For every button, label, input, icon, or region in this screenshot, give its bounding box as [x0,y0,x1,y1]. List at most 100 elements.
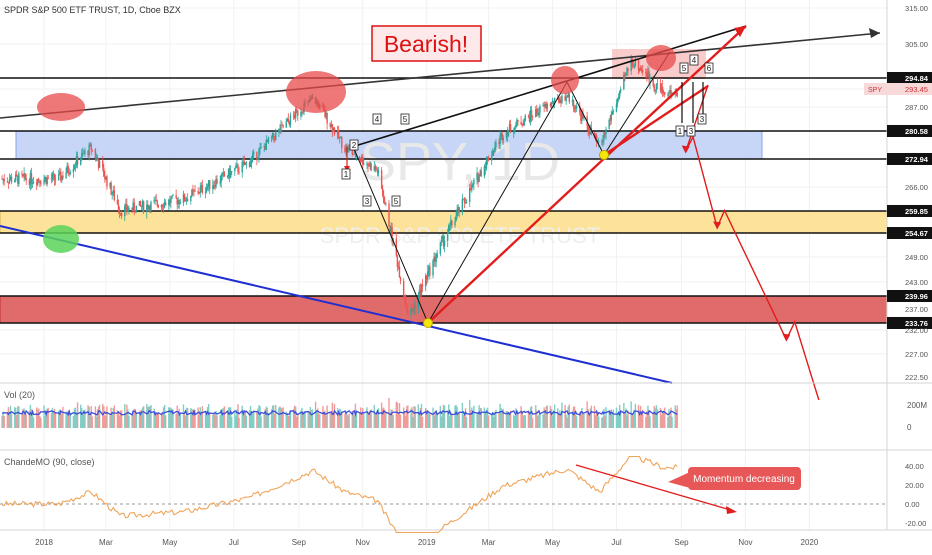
candle-body [223,172,226,177]
candle-body [110,182,112,195]
volume-bar [375,414,378,428]
volume-bar [221,409,223,428]
volume-bar [535,405,537,428]
volume-bar [339,408,341,428]
candle-body [142,201,145,212]
candle-body [125,203,127,207]
volume-bar [495,409,497,428]
volume-bar [494,411,496,428]
volume-bar [155,412,157,428]
candle-body [200,185,203,188]
volume-bar [265,406,268,428]
volume-bar [669,415,671,428]
candle-body [449,225,451,227]
volume-bar [112,408,114,428]
candle-body [615,103,618,112]
volume-bar [44,416,46,428]
candle-body [222,172,225,174]
volume-bar [530,406,533,428]
candle-body [637,60,640,71]
volume-bar [170,407,172,428]
volume-bar [602,416,604,428]
candle-body [433,256,435,261]
candle-body [267,137,270,143]
candle-body [248,162,251,167]
volume-bar [593,405,596,428]
volume-bar [102,403,104,428]
volume-bar [571,410,574,428]
cmo-tick-0: 40.00 [905,462,924,471]
candle-body [258,149,260,158]
volume-bar [303,411,305,428]
volume-bar [414,406,416,428]
volume-bar [154,411,156,428]
candle-body [87,150,89,156]
candle-body [407,310,409,315]
volume-bar [568,404,571,428]
volume-bar [608,411,610,428]
volume-bar [368,414,370,428]
candle-body [172,195,174,196]
volume-bar [89,415,91,428]
candle-body [500,133,502,136]
volume-bar [477,412,479,428]
candle-body [655,84,658,91]
volume-bar [649,416,651,428]
volume-bar [69,413,71,428]
candle-body [487,157,490,161]
candle-body [454,221,456,226]
last-price-text: 293.45 [905,85,928,94]
volume-bar [440,416,443,428]
candle-body [138,201,141,206]
candle-body [251,153,254,158]
candle-body [227,168,230,177]
volume-bar [441,411,444,428]
wave-label-5: 5 [403,115,408,124]
volume-bar [132,411,134,428]
volume-bar [176,405,178,428]
volume-bar [300,410,302,428]
wave-label-box-11 [704,62,714,74]
volume-bar [23,408,25,428]
volume-bar [551,415,554,428]
volume-bar [316,408,319,428]
candle-body [160,204,163,208]
candle-body [1,178,3,180]
volume-bar [286,412,288,428]
candle-body [612,111,615,113]
candle-body [111,193,113,195]
volume-bar [332,413,335,428]
volume-bar [293,405,296,428]
candle-body [495,141,497,147]
candle-body [508,124,511,131]
red-trendline-lower [603,85,709,156]
candle-body [191,189,193,197]
candle-body [120,213,123,217]
candle-body [573,107,576,109]
volume-bar [190,408,192,428]
volume-bar [652,413,654,428]
candle-body [236,164,238,166]
candle-body [362,156,364,165]
volume-bar [590,405,593,428]
candle-body [324,110,326,117]
volume-bar [273,413,276,428]
candle-body [289,115,292,126]
candle-body [163,202,166,208]
volume-bar [126,404,128,428]
volume-bar [117,413,120,428]
candle-body [414,304,416,309]
candle-body [190,196,192,202]
candle-body [37,179,39,185]
candle-body [388,203,390,227]
candle-body [517,119,519,122]
projection-arrow-2 [782,333,791,342]
candle-body [461,198,464,213]
volume-bar [595,411,598,428]
candle-body [8,179,11,183]
volume-bar [574,411,577,428]
volume-bar [113,405,115,428]
candle-body [418,289,421,296]
volume-bar [88,406,90,428]
volume-bar [244,410,247,428]
